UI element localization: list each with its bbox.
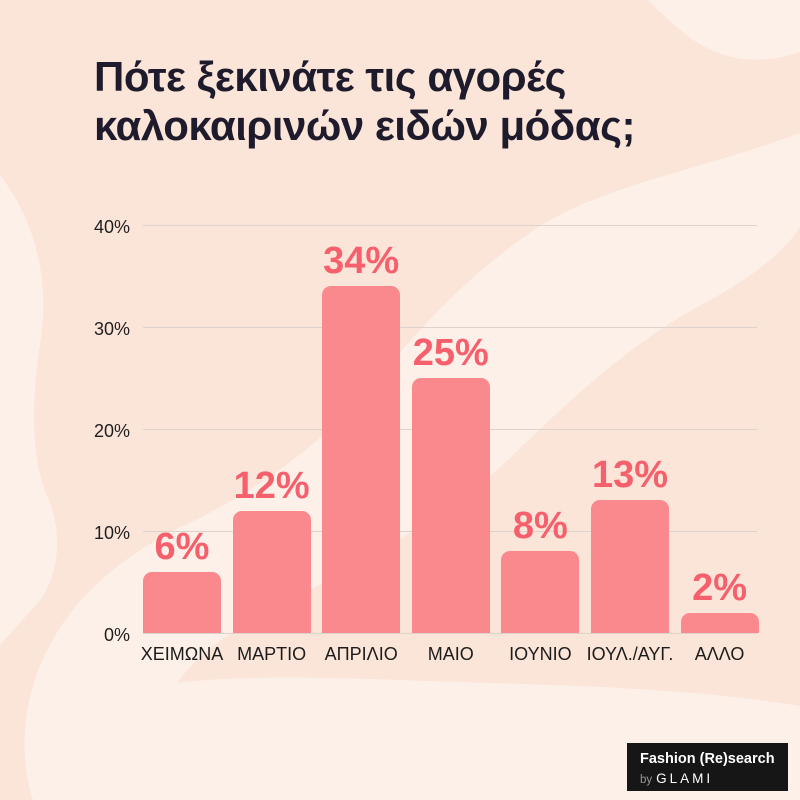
x-axis-label-ΑΠΡΙΛΙΟ: ΑΠΡΙΛΙΟ [324,644,398,664]
bar-value-ΜΑΙΟ: 25% [412,332,489,374]
gridline-0% [143,633,757,634]
y-axis-label-40%: 40% [93,217,130,237]
bar-value-ΧΕΙΜΩΝΑ: 6% [154,525,210,568]
x-axis-label-ΑΛΛΟ: ΑΛΛΟ [694,644,745,664]
gridline-40% [143,225,757,226]
badge-by-label: by [640,773,653,786]
bar-ΜΑΙΟ [411,378,490,633]
bar-ΜΑΡΤΙΟ [232,510,311,633]
y-axis-label-30%: 30% [93,319,130,339]
x-axis-label-ΜΑΙΟ: ΜΑΙΟ [427,644,474,664]
background-left-blob [0,175,58,645]
background-corner-blob [648,0,800,60]
bar-value-ΙΟΥΝΙΟ: 8% [512,505,568,548]
x-axis-label-ΙΟΥΝΙΟ: ΙΟΥΝΙΟ [509,644,572,664]
y-axis-label-10%: 10% [93,523,130,543]
bar-value-ΜΑΡΤΙΟ: 12% [233,464,310,507]
y-axis-label-20%: 20% [93,421,130,441]
badge-byline: by GLAMI [640,770,788,788]
bar-value-ΑΠΡΙΛΙΟ: 34% [323,240,400,283]
bar-ΧΕΙΜΩΝΑ [143,571,221,633]
gridline-30% [143,327,757,328]
y-axis-label-0%: 0% [103,625,130,645]
x-axis-label-ΜΑΡΤΙΟ: ΜΑΡΤΙΟ [237,644,307,664]
chart-title-line2: καλοκαιρινών ειδών μόδας; [94,102,635,150]
x-axis-label-ΧΕΙΜΩΝΑ: ΧΕΙΜΩΝΑ [140,644,224,664]
badge-brand-name: GLAMI [656,770,714,786]
x-axis-label-ΙΟΥΛ./ΑΥΓ.: ΙΟΥΛ./ΑΥΓ. [586,644,674,664]
background-bottom-wave [38,677,800,800]
bar-value-ΑΛΛΟ: 2% [692,566,748,609]
bar-ΙΟΥΝΙΟ [501,551,580,633]
badge-title: Fashion (Re)search [640,751,775,767]
bar-ΑΠΡΙΛΙΟ [322,286,401,633]
bar-value-ΙΟΥΛ./ΑΥΓ.: 13% [591,454,669,497]
bar-ΑΛΛΟ [680,612,759,633]
chart-title-line1: Πότε ξεκινάτε τις αγορές [94,53,566,100]
bar-ΙΟΥΛ./ΑΥΓ. [591,500,669,633]
brand-badge: Fashion (Re)search by GLAMI [627,743,788,791]
chart-title: Πότε ξεκινάτε τις αγορές καλοκαιρινών ει… [94,52,635,150]
